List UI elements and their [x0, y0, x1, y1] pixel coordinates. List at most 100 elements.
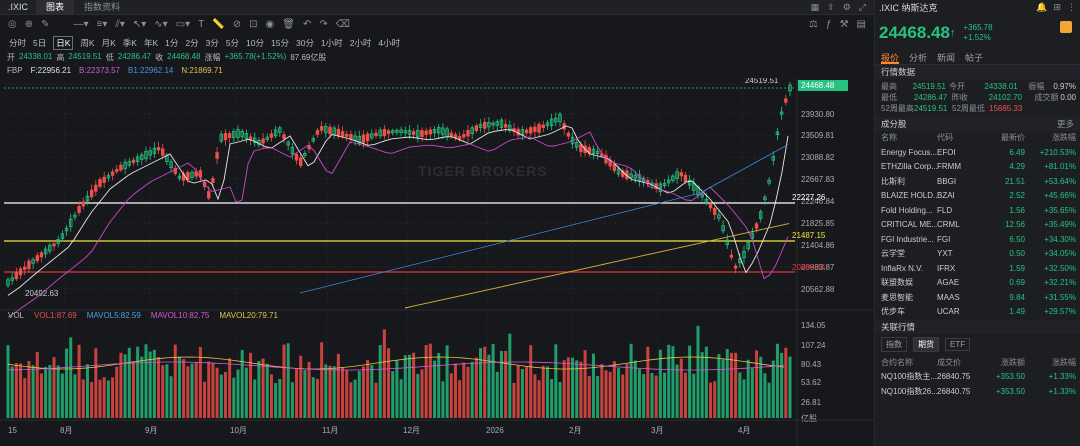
tools-icon[interactable]: ⚒ — [839, 18, 849, 30]
table-row[interactable]: InflaRx N.V. IFRX 1.59 +32.50% — [881, 263, 1076, 273]
table-row[interactable]: BLAIZE HOLD... BZAI 2.52 +45.66% — [881, 191, 1076, 200]
arrow-icon[interactable]: ↖▾ — [132, 18, 147, 30]
quote-tab-0[interactable]: 报价 — [881, 53, 900, 64]
volume-bar — [320, 342, 324, 418]
table-row[interactable]: NQ100指数26... 26840.75 +353.50 +1.33% — [881, 386, 1076, 396]
period-12[interactable]: 15分 — [271, 38, 289, 48]
related-subtab-2[interactable]: ETF — [945, 338, 971, 351]
delete-icon[interactable]: ⌫ — [335, 18, 350, 30]
related-subtab-1[interactable]: 期货 — [913, 337, 939, 352]
period-9[interactable]: 3分 — [205, 38, 219, 48]
candle — [324, 126, 328, 133]
period-4[interactable]: 月K — [101, 38, 116, 48]
period-10[interactable]: 5分 — [225, 38, 240, 48]
period-15[interactable]: 2小时 — [349, 38, 372, 48]
table-row[interactable]: Energy Focus... EFOI 6.49 +210.53% — [881, 147, 1076, 157]
settings-icon[interactable]: ⚙ — [842, 1, 851, 12]
pen-icon[interactable]: ✎ — [41, 18, 50, 30]
table-row[interactable]: 麦思智能 MAAS 9.84 +31.55% — [881, 292, 1076, 302]
table-row[interactable]: 优步车 UCAR 1.49 +29.57% — [881, 307, 1076, 316]
symbol-label: .IXIC — [8, 2, 29, 12]
trash-icon[interactable]: 🗑 — [282, 18, 295, 30]
layout-icon[interactable]: ▦ — [810, 1, 820, 12]
indicator-icon[interactable]: ƒ — [826, 18, 832, 30]
rect-icon[interactable]: ▭▾ — [175, 18, 191, 30]
market-stats: 最高 24519.51 今开 24338.01 振幅 0.97% 最低 24286.47 昨收 2… — [875, 79, 1080, 117]
period-3[interactable]: 周K — [80, 38, 95, 48]
period-2[interactable]: 日K — [53, 36, 74, 50]
candle — [48, 244, 52, 252]
tab-chart[interactable]: 图表 — [36, 0, 75, 15]
period-1[interactable]: 5日 — [33, 38, 47, 48]
vol-tick: 80.43 — [801, 360, 822, 369]
candle — [704, 198, 709, 203]
table-row[interactable]: 云学堂 YXT 0.50 +34.05% — [881, 249, 1076, 258]
period-6[interactable]: 年K — [143, 38, 159, 48]
fbp-label[interactable]: FBP — [7, 66, 23, 75]
fullscreen-icon[interactable]: ⤢ — [858, 1, 866, 12]
volume-bar — [596, 375, 600, 418]
magnet-icon[interactable]: ⊘ — [232, 18, 242, 30]
grid-icon[interactable]: ▤ — [856, 18, 866, 30]
compare-icon[interactable]: ⚖ — [809, 18, 819, 30]
table-row[interactable]: CRITICAL ME... CRML 12.56 +35.49% — [881, 220, 1076, 229]
channel-icon[interactable]: ⫽▾ — [115, 18, 125, 30]
quote-tab-2[interactable]: 新闻 — [937, 53, 956, 63]
period-16[interactable]: 4小时 — [378, 38, 401, 48]
table-row[interactable]: 比斯利 BBGI 21.51 +53.64% — [881, 176, 1076, 186]
vol-tick: 134.05 — [801, 321, 826, 330]
more-link[interactable]: 更多 — [1056, 119, 1074, 129]
tab-index-info[interactable]: 指数资料 — [84, 1, 121, 12]
add-icon[interactable]: ⊞ — [1053, 2, 1061, 12]
volume-bar — [223, 371, 227, 418]
wave-icon[interactable]: ∿▾ — [154, 18, 168, 30]
table-row[interactable]: NQ100指数主... 26840.75 +353.50 +1.33% — [881, 372, 1076, 381]
hline-icon[interactable]: ≡▾ — [96, 18, 108, 30]
volume-bar — [604, 370, 608, 418]
related-subtab-0[interactable]: 指数 — [881, 337, 907, 352]
period-11[interactable]: 10分 — [246, 38, 265, 48]
candle — [152, 147, 157, 154]
ruler-icon[interactable]: 📏 — [212, 18, 225, 30]
volume-bar — [391, 371, 395, 418]
candlestick-chart[interactable]: 24772.7824193.7923930.8023509.8123088.82… — [0, 78, 874, 446]
undo-icon[interactable]: ↶ — [302, 18, 312, 30]
candle — [106, 175, 111, 179]
period-14[interactable]: 1小时 — [320, 38, 343, 48]
period-0[interactable]: 分时 — [9, 38, 27, 48]
candle — [303, 152, 307, 156]
candle — [516, 128, 520, 136]
table-row[interactable]: Fold Holding... FLD 1.56 +35.65% — [881, 205, 1076, 215]
more-icon[interactable]: ⋮ — [1067, 2, 1076, 12]
ma-line-white — [7, 125, 789, 296]
period-5[interactable]: 季K — [122, 38, 137, 48]
table-row[interactable]: ETHZilla Corp... FRMM 4.29 +81.01% — [881, 162, 1076, 171]
quote-tab-3[interactable]: 帖子 — [965, 53, 984, 63]
vol-tick: 107.24 — [801, 341, 826, 350]
line-icon[interactable]: —▾ — [73, 18, 89, 30]
period-7[interactable]: 1分 — [165, 38, 179, 48]
table-row[interactable]: FGI Industrie... FGI 6.50 +34.30% — [881, 234, 1076, 244]
volume-bar — [617, 368, 621, 418]
volume-bar — [211, 363, 215, 418]
share-icon[interactable]: ⇪ — [827, 1, 835, 12]
alert-icon[interactable]: 🔔 — [1036, 2, 1048, 12]
zoom-icon[interactable]: ⊕ — [24, 18, 34, 30]
vol-label[interactable]: VOL — [8, 311, 25, 320]
table-row[interactable]: 联盟数娱 AGAE 0.69 +32.21% — [881, 278, 1076, 287]
lock-icon[interactable]: ⊡ — [249, 18, 258, 30]
volume-bar — [290, 382, 294, 418]
period-13[interactable]: 30分 — [295, 38, 314, 48]
text-icon[interactable]: T — [198, 18, 205, 30]
volume-bar — [495, 371, 499, 418]
quote-tab-1[interactable]: 分析 — [909, 53, 928, 63]
candle — [633, 175, 637, 179]
redo-icon[interactable]: ↷ — [319, 18, 328, 30]
candle — [407, 130, 412, 135]
crosshair-icon[interactable]: ◎ — [8, 18, 17, 30]
volume-bar — [658, 349, 662, 418]
volume-bar — [106, 380, 110, 418]
period-8[interactable]: 2分 — [185, 38, 199, 48]
eye-icon[interactable]: ◉ — [265, 18, 275, 30]
candle — [788, 84, 792, 92]
